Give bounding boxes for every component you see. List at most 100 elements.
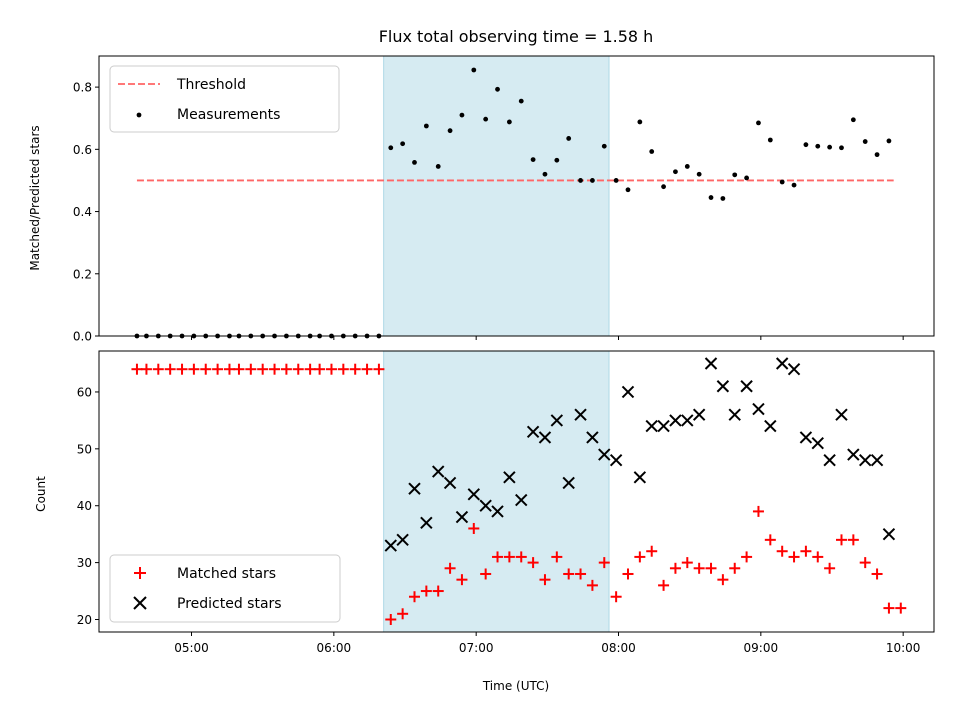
top-axes-frame	[98, 55, 935, 337]
measurement-point	[862, 139, 868, 144]
measurement-point	[388, 145, 394, 151]
measurement-point	[673, 169, 678, 175]
matched-star-point	[835, 534, 847, 546]
matched-star-point	[432, 585, 444, 597]
bottom-legend-box	[109, 554, 341, 623]
measurement-point	[412, 160, 417, 165]
measurement-point	[435, 164, 441, 169]
matched-star-point	[245, 363, 257, 375]
matched-star-point	[164, 363, 176, 375]
matched-star-point	[420, 585, 432, 597]
matched-star-point	[408, 591, 420, 603]
measurement-point	[850, 117, 856, 123]
legend-matched-swatch	[134, 567, 146, 579]
matched-star-point	[824, 562, 836, 574]
measurement-point	[874, 152, 880, 158]
x-tick-label: 05:00	[174, 641, 209, 655]
predicted-star-point	[443, 476, 457, 490]
measurement-point	[696, 171, 702, 177]
measurement-point	[459, 112, 465, 118]
predicted-star-point	[515, 493, 528, 507]
x-tick-label: 09:00	[744, 641, 779, 655]
measurement-point	[767, 137, 773, 143]
predicted-star-point	[562, 476, 575, 490]
predicted-star-point	[645, 419, 658, 433]
x-tick-label: 06:00	[317, 641, 352, 655]
predicted-star-point	[882, 527, 896, 541]
predicted-star-point	[787, 362, 801, 376]
x-tick-label: 10:00	[886, 641, 921, 655]
matched-star-point	[269, 363, 281, 375]
top-y-axis-ticks: 0.0 0.2 0.4 0.6 0.8	[73, 81, 99, 344]
predicted-star-point	[633, 471, 647, 484]
chart-title: Flux total observing time = 1.58 h	[379, 27, 654, 46]
matched-star-point	[361, 363, 373, 375]
matched-star-point	[741, 551, 753, 563]
matched-star-point	[349, 363, 361, 375]
count-panel: 20 30 40 50 60 05:00 06:00 07:00 08:00 09:00 10:0…	[34, 350, 935, 693]
predicted-star-point	[811, 436, 824, 450]
matched-star-point	[480, 568, 492, 580]
matched-star-point	[847, 534, 859, 546]
predicted-star-point	[491, 505, 504, 518]
matched-star-point	[304, 363, 316, 375]
measurement-point	[720, 196, 726, 201]
measurement-point	[827, 144, 833, 150]
measurement-point	[506, 119, 512, 125]
measurement-point	[542, 171, 548, 177]
matched-star-point	[223, 363, 235, 375]
matched-star-point	[800, 545, 812, 557]
predicted-star-point	[835, 408, 848, 421]
measurement-point	[886, 138, 892, 144]
measurement-point	[661, 184, 666, 190]
predicted-star-point	[574, 408, 587, 421]
matched-star-point	[397, 608, 409, 620]
observing-interval-shade	[383, 55, 610, 337]
top-x-axis-ticks	[191, 336, 904, 340]
matched-star-point	[563, 568, 575, 580]
measurement-point	[495, 86, 500, 92]
measurement-point	[518, 98, 524, 104]
predicted-star-point	[432, 465, 445, 478]
matched-star-point	[456, 574, 468, 586]
predicted-star-point	[752, 402, 765, 416]
y-tick-label: 0.8	[73, 81, 92, 95]
measurement-point	[400, 141, 406, 147]
measurement-points	[134, 67, 892, 339]
matched-star-point	[373, 363, 385, 375]
measurement-point	[447, 128, 453, 134]
predicted-star-point	[775, 357, 789, 370]
matched-star-point	[292, 363, 304, 375]
predicted-star-point	[847, 448, 860, 461]
measurement-point	[744, 175, 749, 181]
y-tick-label: 60	[77, 385, 92, 399]
matched-star-point	[693, 562, 705, 574]
matched-star-point	[539, 574, 551, 586]
matched-star-point	[598, 557, 610, 569]
bottom-x-axis-ticks: 05:00 06:00 07:00 08:00 09:00 10:00	[174, 632, 920, 655]
measurement-point	[601, 143, 607, 149]
matched-star-point	[200, 363, 212, 375]
predicted-star-point	[728, 408, 741, 421]
matched-star-point	[895, 602, 907, 614]
predicted-star-point	[420, 516, 433, 529]
y-tick-label: 40	[77, 499, 92, 513]
matched-star-point	[776, 545, 788, 557]
predicted-star-point	[550, 414, 564, 427]
matched-star-point	[610, 591, 622, 603]
matched-star-point	[444, 562, 456, 574]
predicted-star-point	[692, 408, 706, 421]
y-tick-label: 0.6	[73, 143, 92, 157]
matched-star-point	[152, 363, 164, 375]
measurement-point	[803, 142, 809, 148]
matched-star-point	[622, 568, 634, 580]
matched-star-point	[717, 574, 729, 586]
matched-star-point	[705, 562, 717, 574]
bottom-legend: Matched stars Predicted stars	[109, 554, 341, 623]
matched-star-point	[257, 363, 269, 375]
matched-star-point	[669, 562, 681, 574]
legend-measurements-label: Measurements	[177, 107, 280, 123]
measurement-point	[708, 195, 714, 200]
predicted-star-point	[526, 425, 540, 438]
